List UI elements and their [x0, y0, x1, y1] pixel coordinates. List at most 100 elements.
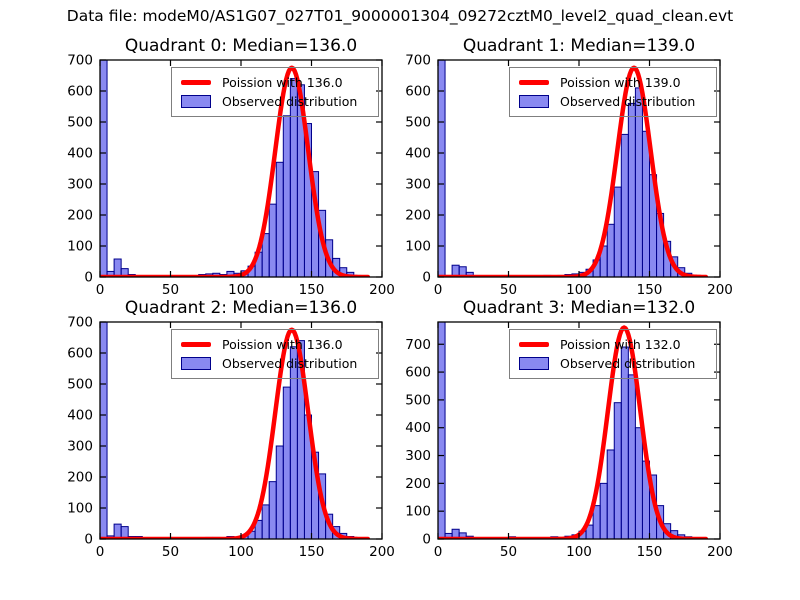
legend-label-observed: Observed distribution	[560, 356, 696, 371]
poisson-curve	[438, 325, 709, 539]
subplot-quadrant-3: 0 50 100 150 200 0 100 200 300 400 500 600 700	[405, 321, 733, 560]
axis-tick-labels: 0 50 100 150 200 0 100 200 300 400 500 600 700	[67, 315, 395, 561]
axis-ticks	[99, 321, 383, 540]
svg-text:400: 400	[405, 420, 431, 436]
subplot-quadrant-0: 0 50 100 150 200 0 100 200 300 400 500 600 700	[67, 53, 395, 299]
blue-patch-sample-icon	[519, 95, 549, 108]
svg-text:600: 600	[67, 346, 93, 362]
blue-patch-sample-icon	[181, 357, 211, 370]
blue-patch-sample-icon	[519, 357, 549, 370]
legend-entry-poisson: Poission with 136.0	[181, 73, 371, 92]
legend-entry-observed: Observed distribution	[181, 92, 371, 111]
svg-text:0: 0	[422, 270, 431, 286]
svg-text:100: 100	[566, 282, 592, 298]
svg-text:200: 200	[707, 282, 733, 298]
svg-text:300: 300	[67, 439, 93, 455]
red-line-sample-icon	[519, 342, 549, 347]
legend-quadrant-1: Poission with 139.0 Observed distributio…	[509, 67, 717, 117]
legend-entry-poisson: Poission with 132.0	[519, 335, 709, 354]
legend-quadrant-0: Poission with 136.0 Observed distributio…	[171, 67, 379, 117]
subplot-quadrant-1: 0 50 100 150 200 0 100 200 300 400 500 600 700	[405, 53, 733, 299]
svg-text:50: 50	[500, 282, 517, 298]
legend-label-poisson: Poission with 139.0	[560, 75, 681, 90]
legend-entry-poisson: Poission with 139.0	[519, 73, 709, 92]
svg-text:50: 50	[162, 282, 179, 298]
svg-text:700: 700	[405, 53, 431, 69]
legend-entry-observed: Observed distribution	[519, 354, 709, 373]
axis-ticks	[437, 59, 721, 278]
svg-text:700: 700	[405, 337, 431, 353]
svg-text:300: 300	[405, 177, 431, 193]
legend-label-poisson: Poission with 132.0	[560, 337, 681, 352]
legend-label-observed: Observed distribution	[222, 356, 358, 371]
svg-text:0: 0	[84, 270, 93, 286]
svg-text:400: 400	[67, 408, 93, 424]
svg-text:50: 50	[500, 544, 517, 560]
svg-text:150: 150	[637, 282, 663, 298]
svg-text:0: 0	[84, 532, 93, 548]
svg-text:100: 100	[405, 239, 431, 255]
svg-text:600: 600	[405, 365, 431, 381]
svg-text:0: 0	[96, 544, 105, 560]
subplot-title-quadrant-3: Quadrant 3: Median=132.0	[462, 298, 696, 318]
axis-ticks	[437, 322, 721, 540]
svg-text:200: 200	[405, 208, 431, 224]
svg-text:300: 300	[405, 448, 431, 464]
svg-text:0: 0	[422, 532, 431, 548]
subplot-quadrant-2: 0 50 100 150 200 0 100 200 300 400 500 600 700	[67, 315, 395, 561]
axis-ticks	[99, 59, 383, 278]
figure-title: Data file: modeM0/AS1G07_027T01_90000013…	[66, 7, 734, 25]
svg-text:500: 500	[405, 115, 431, 131]
axis-tick-labels: 0 50 100 150 200 0 100 200 300 400 500 600 700	[405, 337, 733, 560]
svg-text:500: 500	[67, 115, 93, 131]
svg-text:100: 100	[67, 501, 93, 517]
legend-quadrant-3: Poission with 132.0 Observed distributio…	[509, 329, 717, 379]
legend-quadrant-2: Poission with 136.0 Observed distributio…	[171, 329, 379, 379]
svg-text:700: 700	[67, 315, 93, 331]
svg-text:500: 500	[67, 377, 93, 393]
svg-text:200: 200	[369, 544, 395, 560]
subplot-title-quadrant-1: Quadrant 1: Median=139.0	[462, 36, 696, 56]
red-line-sample-icon	[181, 80, 211, 85]
red-line-sample-icon	[519, 80, 549, 85]
svg-text:100: 100	[67, 239, 93, 255]
svg-text:700: 700	[67, 53, 93, 69]
axis-tick-labels: 0 50 100 150 200 0 100 200 300 400 500 600 700	[405, 53, 733, 299]
svg-text:100: 100	[405, 504, 431, 520]
svg-text:200: 200	[369, 282, 395, 298]
svg-text:600: 600	[67, 84, 93, 100]
red-line-sample-icon	[181, 342, 211, 347]
svg-text:500: 500	[405, 392, 431, 408]
svg-text:50: 50	[162, 544, 179, 560]
svg-text:100: 100	[566, 544, 592, 560]
svg-text:200: 200	[707, 544, 733, 560]
svg-text:300: 300	[67, 177, 93, 193]
legend-label-observed: Observed distribution	[222, 94, 358, 109]
svg-text:400: 400	[405, 146, 431, 162]
svg-text:100: 100	[228, 282, 254, 298]
svg-text:100: 100	[228, 544, 254, 560]
svg-text:0: 0	[434, 544, 443, 560]
subplot-title-quadrant-0: Quadrant 0: Median=136.0	[124, 36, 358, 56]
blue-patch-sample-icon	[181, 95, 211, 108]
legend-label-observed: Observed distribution	[560, 94, 696, 109]
svg-text:400: 400	[67, 146, 93, 162]
legend-entry-observed: Observed distribution	[519, 92, 709, 111]
svg-text:0: 0	[434, 282, 443, 298]
svg-text:150: 150	[299, 544, 325, 560]
svg-text:150: 150	[299, 282, 325, 298]
svg-text:150: 150	[637, 544, 663, 560]
axis-tick-labels: 0 50 100 150 200 0 100 200 300 400 500 600 700	[67, 53, 395, 299]
svg-text:200: 200	[405, 476, 431, 492]
svg-text:0: 0	[96, 282, 105, 298]
svg-text:200: 200	[67, 470, 93, 486]
svg-text:200: 200	[67, 208, 93, 224]
legend-entry-poisson: Poission with 136.0	[181, 335, 371, 354]
legend-label-poisson: Poission with 136.0	[222, 75, 343, 90]
svg-text:600: 600	[405, 84, 431, 100]
legend-label-poisson: Poission with 136.0	[222, 337, 343, 352]
legend-entry-observed: Observed distribution	[181, 354, 371, 373]
subplot-title-quadrant-2: Quadrant 2: Median=136.0	[124, 298, 358, 318]
